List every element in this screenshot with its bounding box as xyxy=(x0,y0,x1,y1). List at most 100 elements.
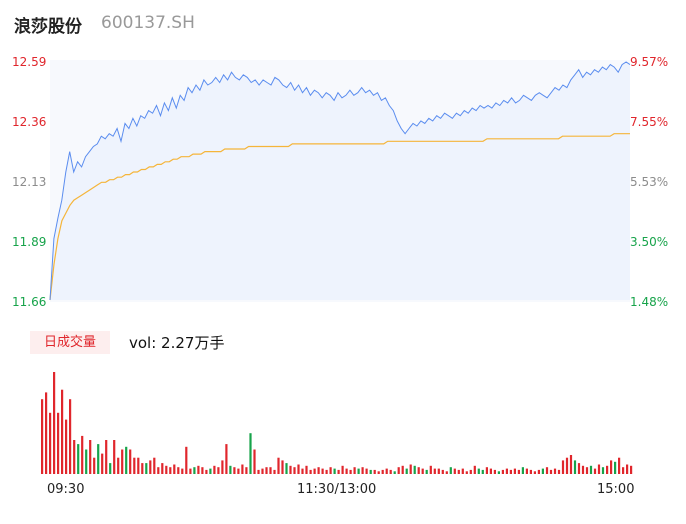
volume-bar xyxy=(89,440,92,474)
volume-bar xyxy=(377,471,380,474)
volume-bar xyxy=(189,468,192,474)
volume-bar xyxy=(233,467,236,474)
volume-bar xyxy=(557,469,561,474)
volume-bar xyxy=(305,465,308,474)
volume-bar xyxy=(561,460,565,474)
volume-bar xyxy=(293,467,296,474)
volume-bar xyxy=(433,468,436,474)
volume-bar xyxy=(153,457,156,474)
volume-bar xyxy=(405,468,408,474)
volume-bar xyxy=(57,412,60,474)
volume-bar xyxy=(541,468,544,474)
volume-bar xyxy=(321,468,324,474)
volume-bar xyxy=(217,467,220,474)
y-left-tick-1: 12.36 xyxy=(12,115,47,129)
volume-bar xyxy=(121,449,124,474)
volume-bar xyxy=(225,444,228,474)
volume-bar xyxy=(277,457,280,474)
x-tick-midday: 11:30/13:00 xyxy=(297,482,377,497)
volume-bar xyxy=(213,465,216,474)
stock-name: 浪莎股份 xyxy=(14,17,82,37)
volume-bar xyxy=(241,464,244,474)
volume-bar xyxy=(489,468,492,474)
volume-bar xyxy=(453,468,456,474)
y-right-tick-3: 3.50% xyxy=(630,235,669,249)
x-tick-open: 09:30 xyxy=(47,482,85,497)
volume-bar xyxy=(513,468,516,474)
volume-bar xyxy=(421,468,424,474)
volume-bar xyxy=(465,471,468,474)
volume-layer xyxy=(41,372,633,474)
volume-bar xyxy=(41,399,44,474)
volume-bar xyxy=(381,469,384,474)
volume-bar xyxy=(457,469,460,474)
volume-bar xyxy=(553,468,557,474)
volume-bar xyxy=(409,464,412,474)
volume-bar xyxy=(245,467,248,474)
volume-bar xyxy=(125,446,128,474)
volume-bar xyxy=(341,465,344,474)
volume-bar xyxy=(581,465,585,474)
volume-bar xyxy=(193,467,196,474)
volume-bar xyxy=(525,468,528,474)
volume-summary: vol: 2.27万手 xyxy=(129,334,225,352)
volume-bar xyxy=(273,469,276,474)
volume-bar xyxy=(622,467,625,474)
volume-bar xyxy=(45,392,48,474)
volume-bar xyxy=(630,465,633,474)
volume-bar xyxy=(417,467,420,474)
volume-bar xyxy=(317,467,320,474)
volume-bar xyxy=(81,435,84,474)
volume-bar xyxy=(145,463,148,474)
volume-bar xyxy=(265,467,268,474)
volume-bar xyxy=(137,457,140,474)
volume-bar xyxy=(373,469,376,474)
volume-bar xyxy=(73,440,76,474)
volume-bar xyxy=(593,468,597,474)
volume-bar xyxy=(333,468,336,474)
volume-bar xyxy=(157,467,160,474)
volume-bar xyxy=(533,471,536,474)
volume-bar xyxy=(61,389,64,474)
volume-bar xyxy=(357,468,360,474)
volume-bar xyxy=(141,463,144,474)
volume-bar xyxy=(85,449,88,474)
volume-bar xyxy=(173,464,176,474)
y-right-tick-2: 5.53% xyxy=(630,175,669,189)
volume-bar xyxy=(149,460,152,474)
avg-price-line xyxy=(49,133,630,301)
volume-bar xyxy=(229,465,232,474)
volume-bar xyxy=(365,468,368,474)
volume-bar xyxy=(385,468,388,474)
volume-bar xyxy=(473,465,476,474)
volume-tab[interactable]: 日成交量 xyxy=(30,331,110,354)
volume-bar xyxy=(573,460,577,474)
volume-bar xyxy=(437,468,440,474)
volume-bar xyxy=(485,467,488,474)
volume-bar xyxy=(401,465,404,474)
volume-bar xyxy=(69,399,72,474)
volume-bar xyxy=(618,457,621,474)
volume-bar xyxy=(369,469,372,474)
volume-bar xyxy=(441,469,444,474)
volume-bar xyxy=(610,460,613,474)
volume-bar xyxy=(545,467,549,474)
volume-bar xyxy=(413,465,416,474)
volume-bar xyxy=(606,465,609,474)
volume-bar xyxy=(257,469,260,474)
volume-bar xyxy=(185,446,188,474)
volume-bar xyxy=(97,444,100,474)
volume-bar xyxy=(113,440,116,474)
volume-bar xyxy=(221,460,224,474)
volume-bar xyxy=(493,469,496,474)
volume-bar xyxy=(181,468,184,474)
volume-bar xyxy=(261,468,264,474)
volume-bar xyxy=(49,412,52,474)
volume-bar xyxy=(297,464,300,474)
volume-bar xyxy=(393,471,396,474)
volume-bar xyxy=(269,467,272,474)
volume-bar xyxy=(597,464,601,474)
volume-bar xyxy=(133,457,136,474)
price-layer xyxy=(49,61,631,301)
volume-bar xyxy=(569,455,573,474)
